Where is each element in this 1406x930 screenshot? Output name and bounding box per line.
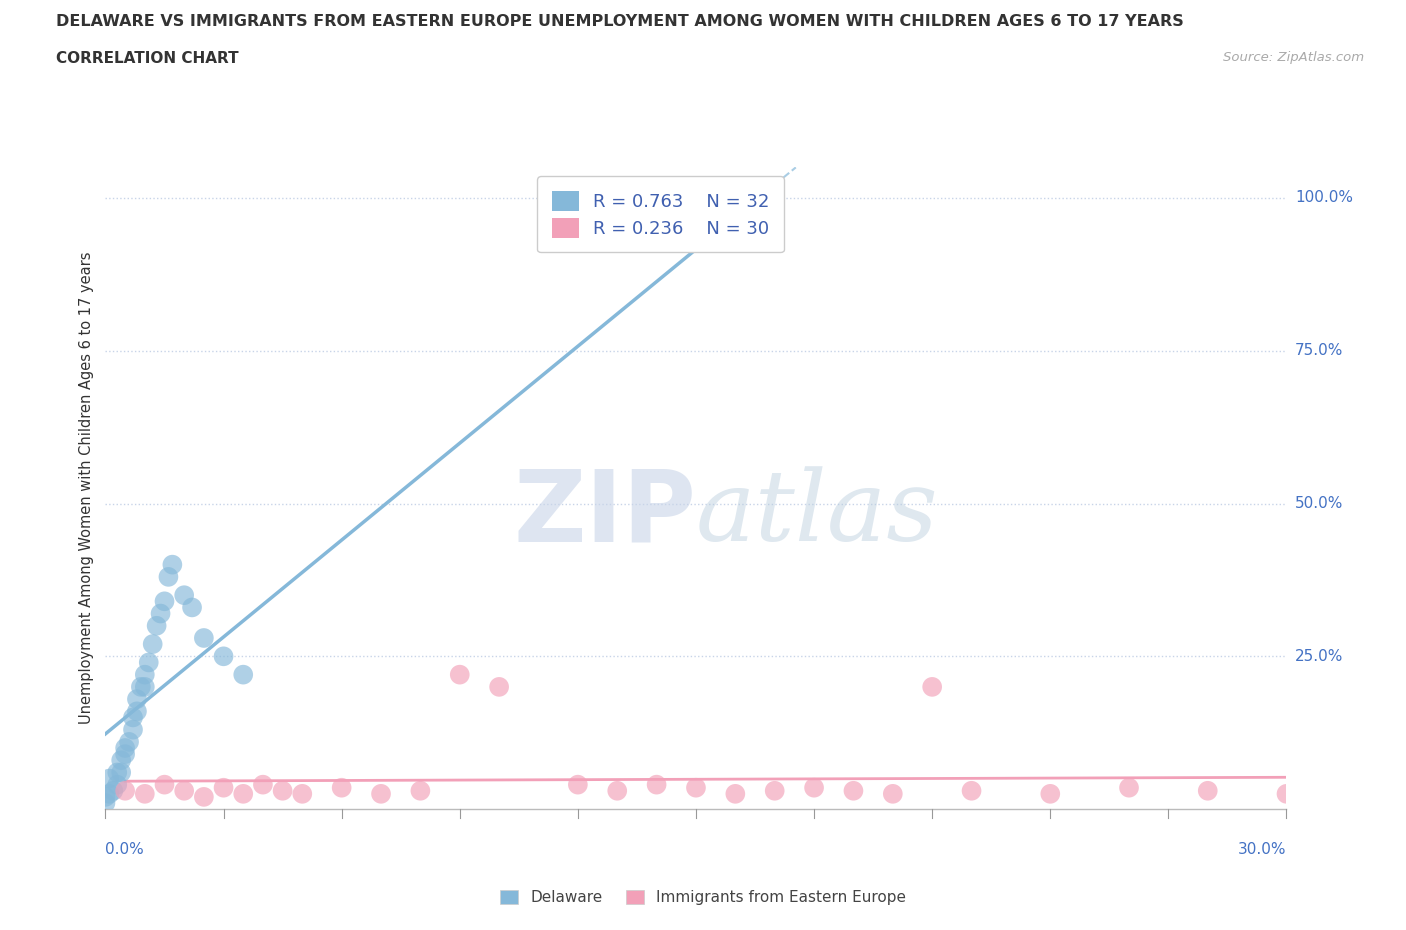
- Legend: R = 0.763    N = 32, R = 0.236    N = 30: R = 0.763 N = 32, R = 0.236 N = 30: [537, 177, 785, 252]
- Point: [212, 780, 235, 795]
- Point: [567, 777, 589, 792]
- Point: [114, 783, 136, 798]
- Point: [153, 594, 176, 609]
- Point: [110, 752, 132, 767]
- Text: atlas: atlas: [696, 466, 939, 562]
- Text: 100.0%: 100.0%: [1295, 191, 1353, 206]
- Point: [98, 771, 121, 786]
- Point: [645, 777, 668, 792]
- Point: [1197, 783, 1219, 798]
- Point: [449, 667, 471, 682]
- Point: [1039, 787, 1062, 802]
- Point: [173, 588, 195, 603]
- Point: [94, 790, 117, 804]
- Point: [98, 787, 121, 802]
- Point: [763, 221, 786, 236]
- Point: [173, 783, 195, 798]
- Point: [122, 710, 145, 724]
- Point: [921, 680, 943, 695]
- Text: DELAWARE VS IMMIGRANTS FROM EASTERN EUROPE UNEMPLOYMENT AMONG WOMEN WITH CHILDRE: DELAWARE VS IMMIGRANTS FROM EASTERN EURO…: [56, 14, 1184, 29]
- Text: ZIP: ZIP: [513, 465, 696, 563]
- Point: [232, 787, 254, 802]
- Text: CORRELATION CHART: CORRELATION CHART: [56, 51, 239, 66]
- Point: [118, 735, 141, 750]
- Point: [142, 637, 165, 652]
- Point: [134, 787, 156, 802]
- Point: [370, 787, 392, 802]
- Point: [153, 777, 176, 792]
- Point: [162, 557, 184, 572]
- Point: [193, 790, 215, 804]
- Point: [122, 723, 145, 737]
- Text: Source: ZipAtlas.com: Source: ZipAtlas.com: [1223, 51, 1364, 64]
- Point: [181, 600, 204, 615]
- Point: [125, 692, 148, 707]
- Text: 0.0%: 0.0%: [105, 842, 145, 857]
- Point: [134, 680, 156, 695]
- Y-axis label: Unemployment Among Women with Children Ages 6 to 17 years: Unemployment Among Women with Children A…: [79, 252, 94, 724]
- Point: [157, 569, 180, 584]
- Point: [960, 783, 983, 798]
- Point: [110, 765, 132, 780]
- Point: [271, 783, 294, 798]
- Point: [114, 747, 136, 762]
- Point: [105, 765, 128, 780]
- Point: [803, 780, 825, 795]
- Point: [724, 787, 747, 802]
- Point: [145, 618, 167, 633]
- Point: [94, 795, 117, 810]
- Text: 25.0%: 25.0%: [1295, 649, 1343, 664]
- Point: [330, 780, 353, 795]
- Legend: Delaware, Immigrants from Eastern Europe: Delaware, Immigrants from Eastern Europe: [492, 883, 914, 913]
- Point: [114, 740, 136, 755]
- Text: 75.0%: 75.0%: [1295, 343, 1343, 358]
- Text: 50.0%: 50.0%: [1295, 496, 1343, 511]
- Text: 30.0%: 30.0%: [1239, 842, 1286, 857]
- Point: [1118, 780, 1140, 795]
- Point: [882, 787, 904, 802]
- Point: [685, 780, 707, 795]
- Point: [252, 777, 274, 792]
- Point: [291, 787, 314, 802]
- Point: [488, 680, 510, 695]
- Point: [134, 667, 156, 682]
- Point: [129, 680, 152, 695]
- Point: [193, 631, 215, 645]
- Point: [105, 777, 128, 792]
- Point: [1275, 787, 1298, 802]
- Point: [149, 606, 172, 621]
- Point: [763, 783, 786, 798]
- Point: [125, 704, 148, 719]
- Point: [409, 783, 432, 798]
- Point: [232, 667, 254, 682]
- Point: [103, 783, 125, 798]
- Point: [212, 649, 235, 664]
- Point: [606, 783, 628, 798]
- Point: [138, 655, 160, 670]
- Point: [842, 783, 865, 798]
